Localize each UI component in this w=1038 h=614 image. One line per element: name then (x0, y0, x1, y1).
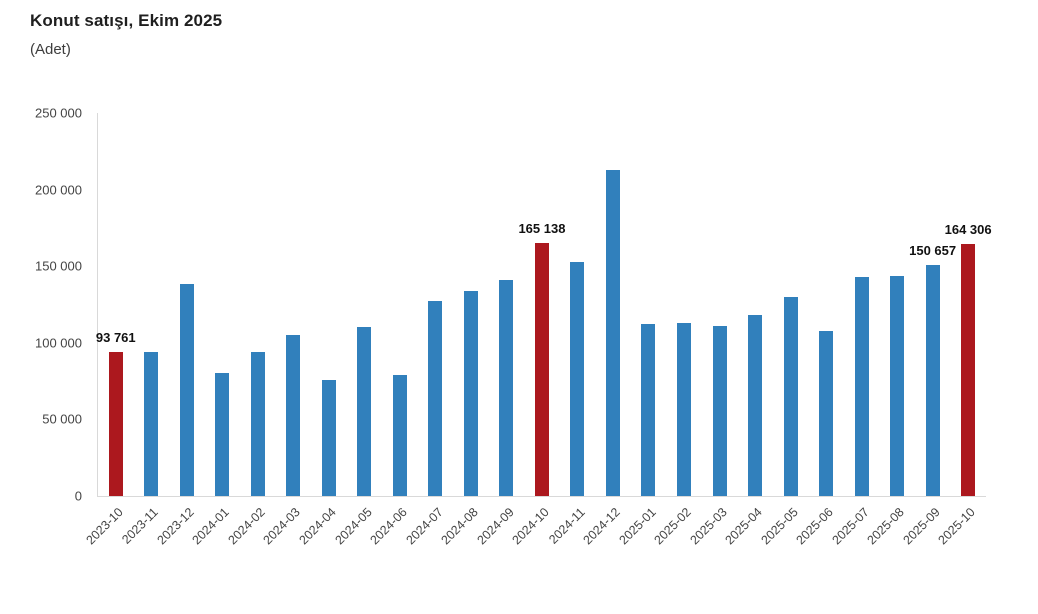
bar (925, 265, 940, 496)
bar-value-label: 93 761 (95, 330, 136, 346)
bar-column: 2023-12 (154, 113, 205, 547)
x-tick-label: 2024-03 (260, 505, 304, 548)
bar (961, 244, 976, 496)
x-tick-label: 2025-04 (722, 505, 765, 548)
x-tick-label: 2024-09 (473, 505, 517, 548)
bar-column: 165 138 2024-10 (510, 113, 566, 547)
bar-column: 2024-09 (474, 113, 525, 547)
x-tick-label: 2025-07 (829, 505, 872, 548)
bar (890, 276, 905, 496)
bar-series: 93 761 2023-10 2023-11 2023-12 2024-01 2024-0… (83, 113, 992, 547)
x-tick-label: 2024-07 (402, 505, 446, 548)
x-tick-label: 2023-10 (83, 505, 126, 548)
bar (605, 170, 620, 496)
bar (712, 326, 727, 496)
bar-column: 150 657 2025-09 (900, 113, 956, 547)
bar-column: 2024-05 (332, 113, 383, 547)
bar-value-label: 164 306 (944, 222, 992, 238)
bar-column: 2023-11 (119, 113, 170, 547)
bar (748, 314, 763, 496)
bar (179, 283, 194, 496)
bar-column: 2024-06 (367, 113, 418, 547)
bar (144, 352, 159, 496)
bar-column: 2024-12 (581, 113, 631, 547)
bar (286, 334, 301, 496)
bar-column: 2025-04 (723, 113, 773, 547)
plot-area: 93 761 2023-10 2023-11 2023-12 2024-01 2024-0… (83, 113, 992, 547)
x-tick-label: 2025-03 (687, 505, 730, 548)
y-axis: 0 50 000 100 000 150 000 200 000 250 000 (0, 106, 88, 504)
y-tick-label: 100 000 (35, 335, 82, 351)
bar-value-label: 150 657 (909, 243, 957, 259)
x-tick-label: 2025-01 (616, 505, 659, 548)
bar (428, 301, 443, 496)
bar (677, 323, 691, 496)
bar (819, 331, 834, 496)
x-tick-label: 2023-11 (119, 505, 162, 547)
x-tick-label: 2025-05 (758, 505, 801, 548)
x-tick-label: 2025-10 (935, 505, 979, 548)
x-tick-label: 2024-01 (189, 505, 233, 548)
x-tick-label: 2024-02 (225, 505, 268, 548)
bar (357, 326, 372, 496)
x-tick-label: 2024-11 (545, 505, 588, 547)
y-tick-label: 0 (74, 488, 82, 504)
chart-title: Konut satışı, Ekim 2025 (30, 11, 223, 30)
bar-column: 2025-01 (616, 113, 667, 547)
x-tick-label: 2025-06 (793, 505, 836, 548)
bar (463, 290, 478, 496)
bar-column: 2024-07 (403, 113, 454, 547)
bar (783, 296, 798, 496)
y-tick-label: 150 000 (35, 258, 82, 274)
x-tick-label: 2025-09 (900, 505, 943, 548)
bar (534, 243, 549, 496)
bar-column: 2025-07 (829, 113, 880, 547)
bar (570, 261, 585, 496)
x-tick-label: 2024-12 (580, 505, 623, 548)
bar-column: 2024-08 (438, 113, 489, 547)
chart-subtitle: (Adet) (30, 41, 71, 58)
bar-column: 2025-08 (865, 113, 915, 547)
bar (641, 324, 656, 496)
x-tick-label: 2025-02 (651, 505, 694, 548)
bar-column: 2024-11 (546, 113, 596, 547)
x-tick-label: 2025-08 (864, 505, 908, 548)
bar-column: 93 761 2023-10 (83, 113, 136, 547)
bar-column: 2025-03 (687, 113, 738, 547)
bar-column: 2024-02 (225, 113, 276, 547)
x-tick-label: 2024-08 (438, 505, 481, 548)
bar-column: 2025-06 (794, 113, 844, 547)
bar (854, 277, 869, 496)
bar-value-label: 165 138 (518, 221, 566, 236)
y-tick-label: 50 000 (42, 411, 82, 427)
x-tick-label: 2023-12 (154, 505, 197, 548)
bar (108, 352, 123, 496)
bar (321, 380, 336, 496)
bar (392, 374, 407, 496)
x-tick-label: 2024-10 (509, 505, 552, 548)
y-tick-label: 250 000 (35, 105, 82, 121)
x-tick-label: 2024-05 (331, 505, 375, 548)
bar-column: 2024-04 (296, 113, 347, 547)
bar (499, 280, 514, 496)
x-tick-label: 2024-04 (296, 505, 339, 548)
bar-column: 2025-05 (758, 113, 809, 547)
bar-column: 164 306 2025-10 (936, 113, 992, 547)
bar-column: 2024-01 (190, 113, 241, 547)
bar (215, 373, 230, 496)
bar (250, 352, 265, 496)
bar-column: 2025-02 (652, 113, 702, 547)
x-tick-label: 2024-06 (367, 505, 410, 548)
y-tick-label: 200 000 (35, 182, 82, 198)
bar-column: 2024-03 (261, 113, 312, 547)
